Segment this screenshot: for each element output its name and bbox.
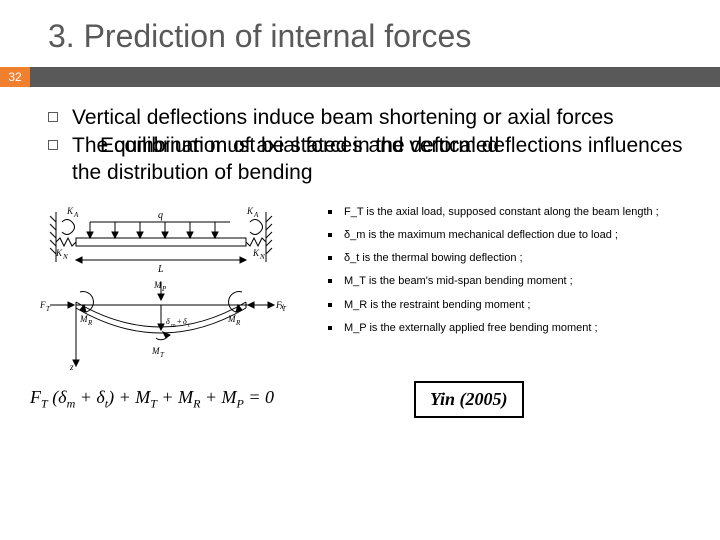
svg-text:M: M [79, 314, 88, 324]
svg-text:q: q [158, 210, 163, 221]
def-marker [328, 233, 332, 237]
svg-text:A: A [253, 211, 259, 219]
svg-text:K: K [246, 206, 254, 216]
svg-text:δ: δ [166, 317, 170, 326]
slide-bar [30, 67, 720, 87]
bullet-text: Vertical deflections induce beam shorten… [72, 105, 614, 131]
def-marker [328, 326, 332, 330]
def-marker [328, 279, 332, 283]
overlapping-text: The combination of axial forces and vert… [72, 133, 684, 186]
definition-item: δ_m is the maximum mechanical deflection… [328, 229, 700, 242]
svg-text:M: M [153, 280, 162, 290]
def-text: δ_t is the thermal bowing deflection ; [344, 252, 523, 265]
diagram-svg: KA KN KA KN q L [30, 202, 310, 372]
definitions-list: F_T is the axial load, supposed constant… [328, 202, 700, 377]
definition-item: M_R is the restraint bending moment ; [328, 299, 700, 312]
svg-text:T: T [160, 351, 165, 359]
def-marker [328, 210, 332, 214]
svg-text:m: m [171, 323, 176, 329]
svg-text:K: K [252, 248, 260, 258]
svg-text:A: A [73, 211, 79, 219]
beam-diagram: KA KN KA KN q L [30, 202, 310, 377]
citation-box: Yin (2005) [414, 381, 524, 418]
svg-text:K: K [55, 248, 63, 258]
slide-number-badge: 32 [0, 67, 30, 87]
svg-text:N: N [259, 253, 265, 261]
svg-text:δ: δ [183, 317, 187, 326]
def-marker [328, 256, 332, 260]
bullet-marker [48, 140, 58, 150]
definition-item: M_P is the externally applied free bendi… [328, 322, 700, 335]
bullet-list: Vertical deflections induce beam shorten… [0, 87, 720, 192]
def-text: M_R is the restraint bending moment ; [344, 299, 530, 312]
svg-text:P: P [161, 285, 167, 293]
svg-text:x: x [279, 301, 284, 311]
def-text: F_T is the axial load, supposed constant… [344, 206, 659, 219]
svg-text:F: F [39, 300, 46, 310]
svg-text:M: M [151, 346, 160, 356]
def-text: δ_m is the maximum mechanical deflection… [344, 229, 618, 242]
slide-number-bar: 32 [0, 67, 720, 87]
def-text: M_P is the externally applied free bendi… [344, 322, 598, 335]
svg-text:M: M [227, 314, 236, 324]
svg-text:N: N [62, 253, 68, 261]
bullet-marker [48, 112, 58, 122]
bullet-item: Vertical deflections induce beam shorten… [48, 105, 684, 131]
overlap-text: Equilibrium must be stated in the deform… [100, 133, 499, 159]
svg-text:+: + [177, 317, 182, 326]
svg-text:T: T [46, 305, 51, 313]
equation-row: FT (δm + δt) + MT + MR + MP = 0 Yin (200… [0, 377, 720, 418]
bullet-item: The combination of axial forces and vert… [48, 133, 684, 186]
svg-text:L: L [157, 264, 164, 275]
slide-title: 3. Prediction of internal forces [0, 0, 720, 67]
definition-item: δ_t is the thermal bowing deflection ; [328, 252, 700, 265]
svg-text:K: K [66, 206, 74, 216]
def-marker [328, 303, 332, 307]
definition-item: F_T is the axial load, supposed constant… [328, 206, 700, 219]
content-row: KA KN KA KN q L [0, 192, 720, 377]
def-text: M_T is the beam's mid-span bending momen… [344, 275, 573, 288]
svg-text:R: R [235, 319, 241, 327]
definition-item: M_T is the beam's mid-span bending momen… [328, 275, 700, 288]
svg-text:z: z [69, 362, 74, 372]
svg-text:R: R [87, 319, 93, 327]
equation: FT (δm + δt) + MT + MR + MP = 0 [30, 387, 274, 412]
